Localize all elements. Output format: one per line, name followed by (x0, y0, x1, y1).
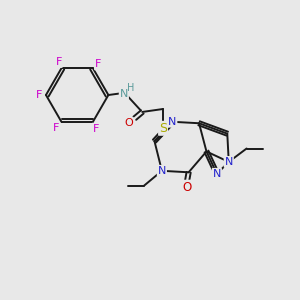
Text: F: F (53, 123, 59, 133)
Text: N: N (120, 88, 128, 98)
Text: F: F (95, 59, 101, 69)
Text: F: F (93, 124, 99, 134)
Text: N: N (168, 117, 176, 127)
Text: O: O (124, 118, 133, 128)
Text: F: F (56, 57, 62, 67)
Text: F: F (36, 90, 43, 100)
Text: S: S (159, 122, 167, 135)
Text: N: N (213, 169, 221, 179)
Text: N: N (158, 166, 166, 176)
Text: N: N (225, 157, 233, 167)
Text: H: H (127, 83, 134, 93)
Text: O: O (182, 181, 192, 194)
